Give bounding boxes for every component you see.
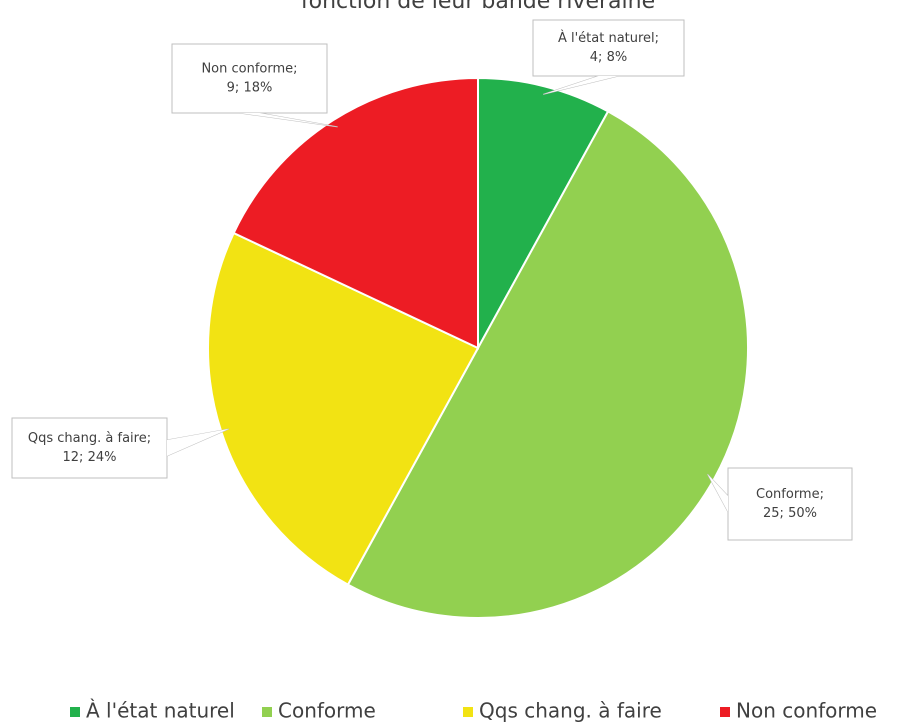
callout-box [727,467,853,541]
data-label: 9; 18% [227,81,273,96]
legend-swatch [463,707,473,717]
data-label: 25; 50% [763,506,817,521]
callout-pointer-fill [167,428,229,456]
legend-swatch [262,707,272,717]
data-label: 12; 24% [63,450,117,465]
callout-box [11,417,168,479]
callout-pointer-fill [239,113,338,127]
legend-label: Qqs chang. à faire [479,699,662,723]
pie-slice [477,76,610,349]
data-label: À l'état naturel; [558,30,659,46]
data-label: Conforme; [756,487,824,502]
callout-box [532,19,685,77]
legend-label: À l'état naturel [86,699,235,723]
legend-swatch [70,707,80,717]
chart-title: fonction de leur bande riveraine [301,0,655,14]
legend-label: Conforme [278,699,376,723]
callout-pointer-fill [543,76,619,95]
legend-label: Non conforme [736,699,877,723]
legend-swatch [720,707,730,717]
callout-pointer-fill [707,474,728,512]
pie-slice [232,76,479,350]
pie-slice [346,110,749,619]
data-label: 4; 8% [590,50,627,65]
data-label: Non conforme; [201,62,297,77]
data-label: Qqs chang. à faire; [28,431,151,446]
callout-box [171,43,328,114]
